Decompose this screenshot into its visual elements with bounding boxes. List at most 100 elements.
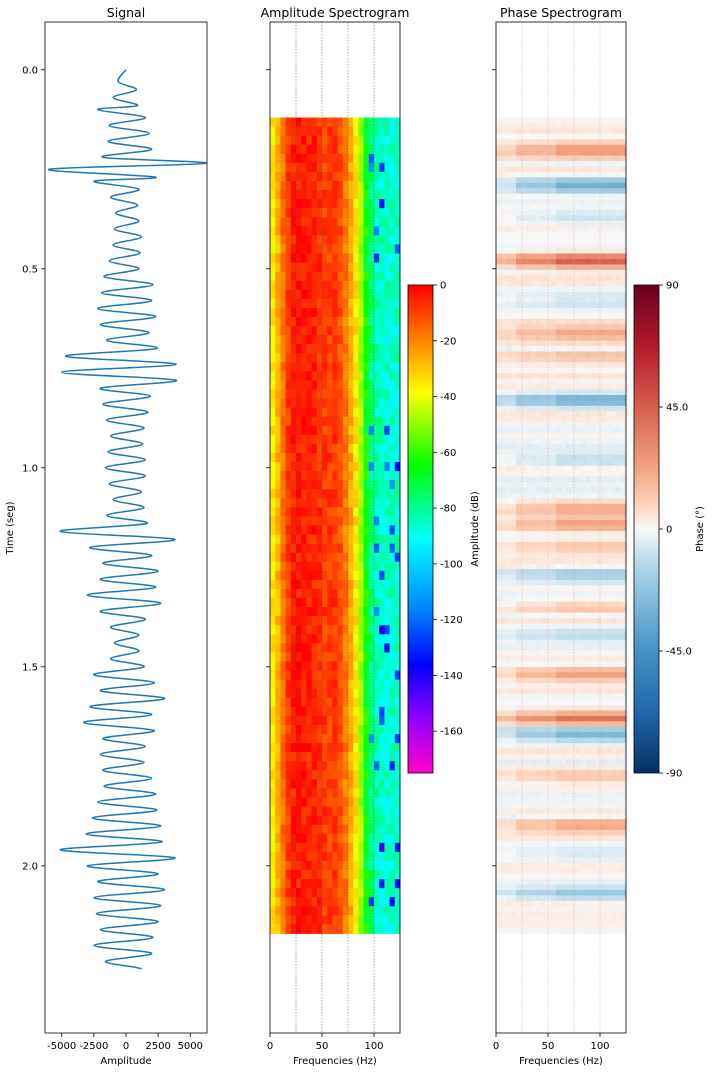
amplitude-cell (322, 535, 328, 544)
phase-cell (501, 183, 506, 189)
amplitude-cell (343, 154, 349, 163)
phase-cell (601, 292, 606, 298)
phase-cell (496, 406, 501, 412)
amplitude-cell (296, 254, 302, 263)
amplitude-cell (322, 915, 328, 924)
amplitude-cell (286, 380, 292, 389)
phase-cell (501, 281, 506, 287)
amplitude-cell (374, 924, 380, 933)
phase-cell (541, 580, 546, 586)
phase-cell (506, 498, 511, 504)
phase-cell (586, 324, 591, 330)
phase-cell (546, 390, 551, 396)
phase-cell (591, 188, 596, 194)
amplitude-cell (306, 924, 312, 933)
amplitude-cell (353, 281, 359, 290)
amplitude-cell (374, 798, 380, 807)
phase-cell (496, 542, 501, 548)
amplitude-cell (332, 272, 338, 281)
phase-cell (616, 199, 621, 205)
amplitude-cell (358, 390, 364, 399)
phase-cell (621, 667, 626, 673)
amplitude-cell (395, 861, 401, 870)
phase-cell (526, 270, 531, 276)
phase-cell (526, 613, 531, 619)
phase-cell (516, 118, 521, 124)
phase-cell (506, 417, 511, 423)
amplitude-cell (358, 915, 364, 924)
phase-cell (496, 254, 501, 260)
amplitude-cell (353, 408, 359, 417)
amplitude-cell (291, 879, 297, 888)
amplitude-cell (327, 199, 333, 208)
phase-cell (516, 150, 521, 156)
phase-cell (581, 623, 586, 629)
amplitude-cell (270, 607, 276, 616)
phase-cell (516, 346, 521, 352)
amplitude-cell (301, 471, 307, 480)
phase-cell (561, 319, 566, 325)
phase-cell (556, 390, 561, 396)
amplitude-cell (395, 462, 401, 471)
phase-cell (556, 384, 561, 390)
amplitude-cell (395, 662, 401, 671)
amplitude-cell (280, 707, 286, 716)
phase-cell (586, 498, 591, 504)
amplitude-cell (384, 571, 390, 580)
amplitude-cell (312, 798, 318, 807)
phase-cell (511, 656, 516, 662)
phase-cell (611, 183, 616, 189)
phase-cell (516, 172, 521, 178)
phase-cell (531, 183, 536, 189)
phase-cell (526, 324, 531, 330)
phase-cell (581, 618, 586, 624)
amplitude-cell (395, 244, 401, 253)
signal-panel: Signal -5000 -2500 0 2500 5000 0.00.51.01.52… (5, 5, 207, 1067)
amplitude-cell (358, 235, 364, 244)
phase-cell (526, 395, 531, 401)
amplitude-cell (327, 244, 333, 253)
phase-cell (526, 411, 531, 417)
phase-cell (526, 438, 531, 444)
amplitude-cell (338, 435, 344, 444)
amplitude-cell (301, 834, 307, 843)
amplitude-cell (353, 643, 359, 652)
amplitude-cell (280, 725, 286, 734)
amplitude-cell (312, 217, 318, 226)
amplitude-cell (317, 281, 323, 290)
phase-cell (621, 466, 626, 472)
phase-cell (601, 395, 606, 401)
phase-cell (506, 177, 511, 183)
amplitude-cell (348, 217, 354, 226)
phase-cell (531, 455, 536, 461)
amplitude-cell (327, 453, 333, 462)
amplitude-cell (301, 879, 307, 888)
phase-cell (506, 531, 511, 537)
phase-cell (606, 292, 611, 298)
amplitude-cell (384, 435, 390, 444)
phase-cell (611, 553, 616, 559)
amplitude-cell (306, 888, 312, 897)
amplitude-cell (338, 535, 344, 544)
amplitude-cell (384, 462, 390, 471)
phase-cell (511, 634, 516, 640)
phase-cell (616, 248, 621, 254)
amplitude-cell (332, 698, 338, 707)
phase-cell (541, 156, 546, 162)
amplitude-cell (353, 516, 359, 525)
phase-cell (501, 237, 506, 243)
phase-cell (516, 569, 521, 575)
signal-y-tick-label: 0.0 (22, 65, 38, 76)
phase-cell (596, 210, 601, 216)
phase-cell (511, 645, 516, 651)
phase-cell (556, 460, 561, 466)
amplitude-cell (384, 417, 390, 426)
phase-cell (566, 210, 571, 216)
amplitude-cell (348, 462, 354, 471)
phase-cell (561, 509, 566, 515)
phase-cell (546, 509, 551, 515)
phase-cell (516, 395, 521, 401)
phase-cell (571, 444, 576, 450)
phase-cell (621, 330, 626, 336)
amplitude-cell (384, 353, 390, 362)
